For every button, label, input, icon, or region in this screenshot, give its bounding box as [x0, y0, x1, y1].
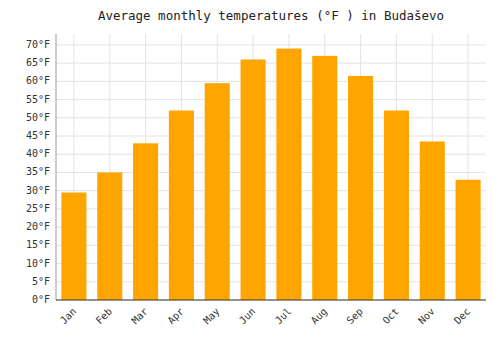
- x-tick-label: Nov: [416, 306, 437, 327]
- y-grid-line: [56, 63, 486, 64]
- y-grid-line: [56, 44, 486, 45]
- y-tick-label: 40°F: [26, 148, 50, 159]
- y-tick-label: 50°F: [26, 112, 50, 123]
- bar: [61, 193, 86, 300]
- x-tick-label: Oct: [380, 306, 401, 327]
- x-tick-label: Sep: [344, 306, 365, 327]
- x-tick-label: Jun: [237, 306, 258, 327]
- y-tick-label: 70°F: [26, 39, 50, 50]
- bar: [205, 83, 230, 300]
- bar: [133, 143, 158, 300]
- bar: [97, 172, 122, 300]
- bar: [384, 111, 409, 300]
- grid: [56, 34, 486, 300]
- y-tick-label: 35°F: [26, 166, 50, 177]
- bar: [169, 111, 194, 300]
- y-axis-line: [56, 34, 57, 300]
- y-tick-label: 55°F: [26, 94, 50, 105]
- y-grid-line: [56, 81, 486, 82]
- x-tick-label: Apr: [165, 306, 186, 327]
- y-grid-line: [56, 300, 486, 301]
- chart-container: 0°F 5°F 10°F 15°F 20°F 25°F 30°F 35°F 40°F 45°F 50…: [0, 0, 500, 350]
- x-tick-label: Feb: [94, 306, 115, 327]
- bar: [420, 141, 445, 300]
- x-tick-label: Mar: [129, 306, 150, 327]
- chart-svg: 0°F 5°F 10°F 15°F 20°F 25°F 30°F 35°F 40°F 45°F 50…: [0, 0, 500, 350]
- bar: [241, 60, 266, 300]
- y-tick-label: 15°F: [26, 239, 50, 250]
- bar: [456, 180, 481, 300]
- background: [0, 0, 500, 350]
- y-grid-line: [56, 117, 486, 118]
- y-tick-label: 30°F: [26, 185, 50, 196]
- bar: [276, 49, 301, 300]
- y-tick-label: 0°F: [32, 294, 50, 305]
- x-axis: Jan Feb Mar Apr May Jun Jul Aug Sep Oct Nov Dec: [58, 306, 473, 327]
- y-tick-label: 65°F: [26, 57, 50, 68]
- x-tick-label: Dec: [452, 306, 473, 327]
- y-grid-line: [56, 136, 486, 137]
- y-tick-label: 5°F: [32, 276, 50, 287]
- x-tick-label: May: [201, 306, 222, 327]
- bar: [312, 56, 337, 300]
- bar: [348, 76, 373, 300]
- y-grid-line: [56, 99, 486, 100]
- x-tick-label: Aug: [309, 306, 330, 327]
- bars: [61, 49, 480, 300]
- y-tick-label: 10°F: [26, 258, 50, 269]
- x-axis-line: [56, 300, 486, 301]
- y-tick-label: 25°F: [26, 203, 50, 214]
- y-tick-label: 45°F: [26, 130, 50, 141]
- page: {"chart_data": { "type": "bar", "title":…: [0, 0, 500, 350]
- x-tick-label: Jul: [273, 306, 294, 327]
- y-axis: 0°F 5°F 10°F 15°F 20°F 25°F 30°F 35°F 40°F 45°F 50…: [26, 39, 50, 305]
- x-tick-label: Jan: [58, 306, 79, 327]
- y-tick-label: 20°F: [26, 221, 50, 232]
- y-tick-label: 60°F: [26, 75, 50, 86]
- title: Average monthly temperatures (°F ) in Bu…: [98, 8, 444, 23]
